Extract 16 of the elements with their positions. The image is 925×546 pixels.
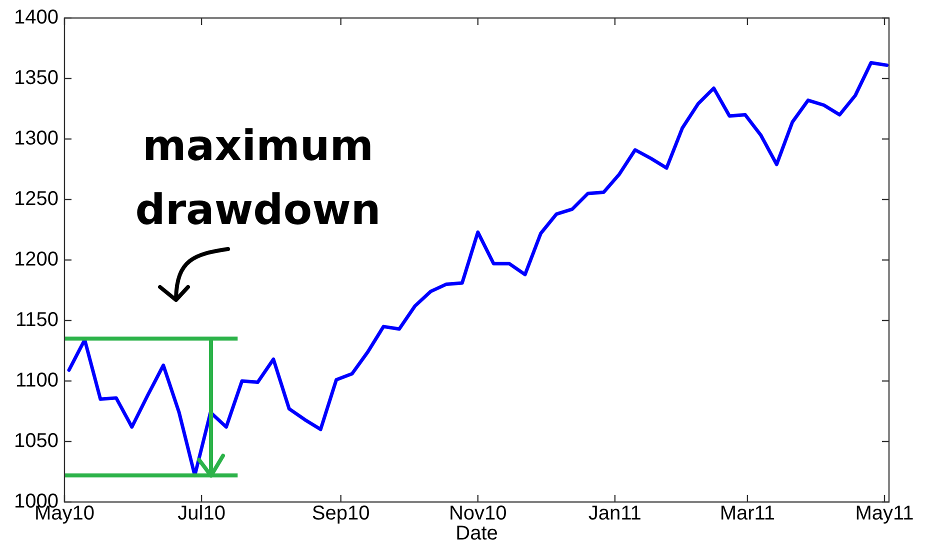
y-tick-label: 1400 — [14, 6, 58, 29]
y-tick-label: 1250 — [14, 188, 58, 210]
y-tick-label: 1150 — [15, 309, 58, 332]
y-tick-label: 1350 — [14, 67, 58, 90]
x-tick-label: Jul10 — [178, 502, 226, 525]
x-tick-label: May11 — [855, 502, 914, 525]
x-tick-label: Jan11 — [588, 502, 642, 525]
y-tick-label: 1050 — [14, 430, 58, 452]
y-tick-label: 1100 — [15, 370, 58, 392]
y-tick-label: 1300 — [14, 128, 58, 150]
x-tick-label: Sep10 — [312, 502, 370, 525]
x-axis-title: Date — [456, 522, 498, 545]
y-tick-label: 1200 — [14, 248, 58, 271]
x-tick-label: Nov10 — [448, 502, 507, 525]
x-tick-label: Mar11 — [720, 502, 776, 525]
annotation: maximum drawdown — [135, 120, 381, 236]
